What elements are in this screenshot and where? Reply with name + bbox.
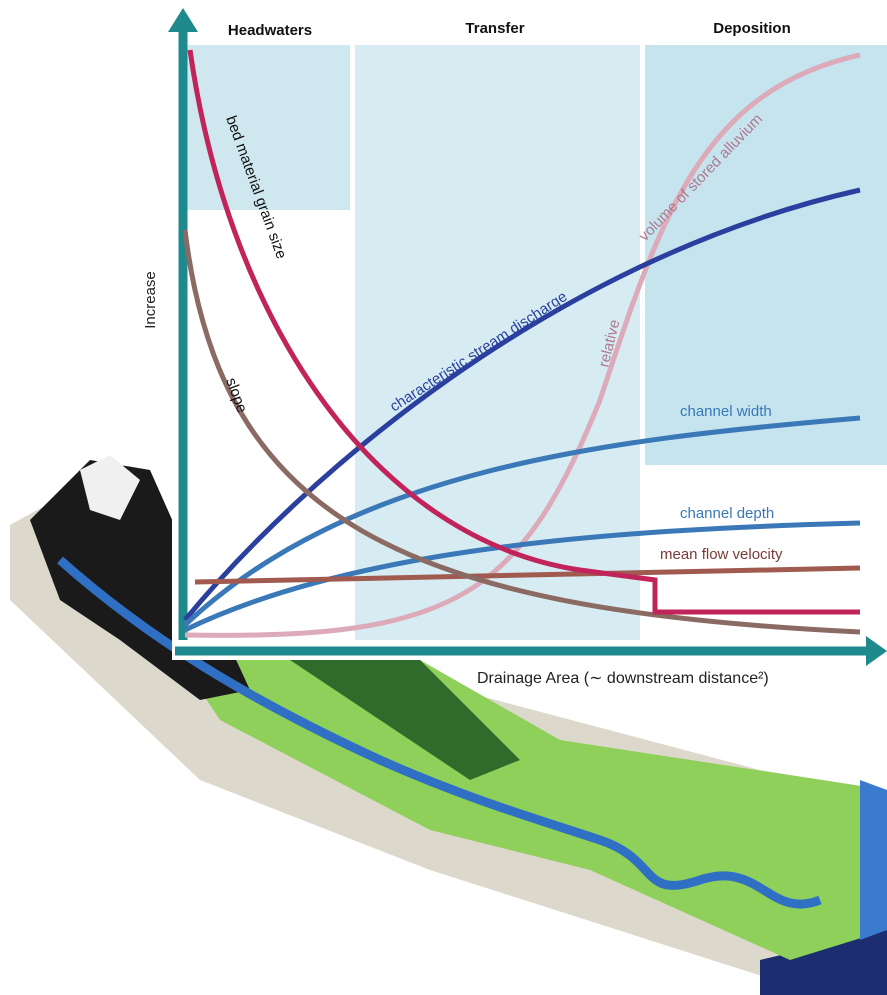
zone-label: Transfer	[465, 20, 524, 37]
zone-band	[355, 45, 640, 640]
y-label: Increase	[142, 271, 159, 329]
depth-curve	[183, 520, 861, 633]
width-curve	[183, 415, 861, 627]
zone-label: Headwaters	[228, 22, 312, 39]
fields	[180, 660, 887, 960]
forest	[290, 660, 520, 780]
zone-label: Deposition	[713, 20, 791, 37]
y-arrow	[168, 8, 198, 32]
slab-edge	[760, 930, 887, 995]
x-arrow	[866, 636, 887, 666]
zone-band	[645, 45, 887, 465]
curve-label: channel depth	[680, 505, 774, 522]
alluvium-curve	[184, 52, 861, 638]
river	[57, 556, 822, 909]
snow	[80, 455, 140, 520]
sea	[860, 780, 887, 940]
slope-curve	[182, 229, 861, 635]
discharge-curve	[183, 187, 861, 622]
curve-label: channel width	[680, 403, 772, 420]
zone-band	[185, 45, 350, 210]
velocity-curve	[194, 565, 861, 585]
curve-label: mean flow velocity	[660, 546, 783, 563]
x-label: Drainage Area (∼ downstream distance²)	[477, 670, 769, 687]
grain-curve	[187, 49, 860, 615]
